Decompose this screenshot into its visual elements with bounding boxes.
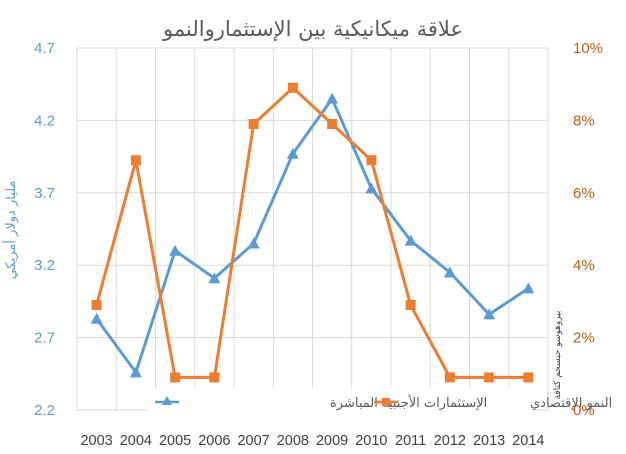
- y-tick-label-right: 0%: [573, 402, 595, 419]
- series-line: [95, 86, 529, 379]
- data-point-square: [91, 300, 102, 311]
- data-point-triangle: [247, 237, 260, 249]
- x-tick-label: 2005: [159, 433, 191, 449]
- x-tick-label: 2012: [434, 433, 466, 449]
- data-point-square: [444, 372, 455, 383]
- y-axis-right-label: بيروهوسو حبسحم كثافة: [553, 311, 563, 400]
- x-tick-label: 2006: [198, 433, 230, 449]
- series-1: [91, 82, 534, 383]
- x-tick-label: 2007: [237, 433, 269, 449]
- x-tick-label: 2008: [277, 433, 309, 449]
- data-point-triangle: [365, 182, 378, 194]
- data-point-triangle: [129, 366, 142, 378]
- data-point-triangle: [522, 282, 535, 294]
- x-tick-label: 2013: [473, 433, 505, 449]
- x-tick-label: 2003: [80, 433, 112, 449]
- chart-title: علاقة ميكانيكية بين الإستثماروالنمو: [162, 17, 463, 41]
- legend: الإستثمارات الأجنبية المباشرة النمو الإق…: [148, 388, 612, 412]
- data-point-triangle: [90, 312, 103, 324]
- x-tick-label: 2011: [395, 433, 426, 449]
- data-point-square: [327, 119, 338, 130]
- x-axis: 2003 2004 2005 2006 2007 2008 2009 2010 2011 2012…: [80, 433, 544, 449]
- y-tick-label-left: 2.7: [34, 330, 55, 347]
- data-point-square: [170, 372, 181, 383]
- legend-item-growth: النمو الإقتصادي: [374, 396, 612, 411]
- data-point-square: [523, 372, 534, 383]
- data-point-square: [366, 155, 377, 166]
- data-point-square: [287, 82, 298, 93]
- data-point-square: [209, 372, 220, 383]
- legend-fdi-triangle-icon: [162, 396, 172, 405]
- y-tick-label-left: 3.7: [34, 185, 55, 202]
- legend-item-fdi: الإستثمارات الأجنبية المباشرة: [155, 394, 487, 411]
- x-tick-label: 2009: [316, 433, 348, 449]
- data-point-square: [405, 300, 416, 311]
- data-point-triangle: [208, 272, 221, 284]
- series-layer: [90, 82, 535, 383]
- y-tick-label-left: 3.2: [34, 257, 55, 274]
- x-tick-label: 2010: [355, 433, 387, 449]
- y-axis-right: 0% 2% 4% 6% 8% 10%: [573, 40, 603, 419]
- legend-growth-square-icon: [382, 398, 390, 406]
- data-point-square: [484, 372, 495, 383]
- series-0: [90, 92, 535, 378]
- data-point-square: [248, 119, 259, 130]
- y-tick-label-right: 8%: [573, 112, 595, 129]
- legend-growth-label: النمو الإقتصادي: [530, 396, 612, 411]
- data-point-triangle: [326, 92, 339, 104]
- data-point-triangle: [286, 147, 299, 159]
- y-tick-label-left: 4.7: [34, 40, 55, 57]
- y-axis-left-label: مليار دولار أمريكي: [2, 181, 19, 280]
- x-tick-label: 2014: [512, 433, 544, 449]
- y-tick-label-right: 4%: [573, 257, 595, 274]
- data-point-triangle: [443, 266, 456, 278]
- y-tick-label-left: 2.2: [34, 402, 55, 419]
- y-axis-left: 2.2 2.7 3.2 3.7 4.2 4.7: [34, 40, 55, 419]
- legend-fdi-label: الإستثمارات الأجنبية المباشرة: [330, 394, 487, 411]
- data-point-triangle: [169, 244, 182, 256]
- legend-background: [148, 388, 536, 412]
- data-point-triangle: [404, 234, 417, 246]
- data-point-square: [130, 155, 141, 166]
- data-point-triangle: [483, 308, 496, 320]
- x-tick-label: 2004: [120, 433, 152, 449]
- y-tick-label-right: 10%: [573, 40, 603, 57]
- y-tick-label-right: 2%: [573, 330, 595, 347]
- series-line: [95, 97, 530, 374]
- y-tick-label-right: 6%: [573, 185, 595, 202]
- y-tick-label-left: 4.2: [34, 112, 55, 129]
